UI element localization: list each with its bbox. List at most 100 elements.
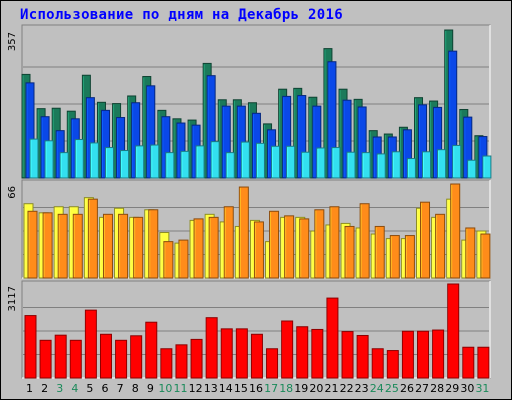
bar-top-day-14 <box>225 152 235 179</box>
bar-bottom-day-5 <box>84 309 97 379</box>
x-tick-label: 23 <box>355 382 369 395</box>
bar-top-day-9 <box>150 144 160 179</box>
x-tick-label: 17 <box>264 382 278 395</box>
bar-bottom-day-21 <box>326 297 339 379</box>
x-tick-label: 5 <box>86 382 93 395</box>
bar-top-day-17 <box>271 145 281 179</box>
bar-bottom-day-2 <box>39 339 52 379</box>
bar-middle-day-20 <box>314 209 325 279</box>
x-tick-label: 26 <box>400 382 414 395</box>
bar-top-day-26 <box>406 158 416 179</box>
x-tick-label: 20 <box>309 382 323 395</box>
bar-middle-day-30 <box>465 227 476 279</box>
bar-bottom-day-30 <box>462 346 475 379</box>
bar-top-day-15 <box>240 141 250 179</box>
x-tick-label: 6 <box>102 382 109 395</box>
bar-top-day-5 <box>89 142 99 179</box>
bar-middle-day-18 <box>284 215 295 279</box>
bar-top-day-27 <box>422 151 432 179</box>
bar-top-day-10 <box>165 152 175 179</box>
bar-top-day-28 <box>437 149 447 179</box>
x-tick-label: 16 <box>249 382 263 395</box>
bar-bottom-day-8 <box>130 335 143 379</box>
bar-top-day-7 <box>120 150 130 179</box>
x-tick-label: 12 <box>189 382 203 395</box>
bar-middle-day-9 <box>148 209 159 279</box>
bar-top-day-8 <box>135 145 145 179</box>
bar-middle-day-21 <box>329 206 340 279</box>
bar-top-day-31 <box>482 155 492 179</box>
bar-bottom-day-7 <box>115 339 128 379</box>
bar-bottom-day-23 <box>356 334 369 379</box>
bar-bottom-day-24 <box>371 348 384 379</box>
x-tick-label: 25 <box>385 382 399 395</box>
bar-bottom-day-18 <box>281 320 294 379</box>
x-tick-label: 15 <box>234 382 248 395</box>
bar-middle-day-2 <box>42 212 53 279</box>
x-tick-label: 28 <box>430 382 444 395</box>
bar-middle-day-14 <box>223 206 234 279</box>
bar-bottom-day-26 <box>401 330 414 379</box>
x-tick-label: 10 <box>158 382 172 395</box>
x-tick-label: 22 <box>340 382 354 395</box>
bar-bottom-day-10 <box>160 348 173 379</box>
bar-bottom-day-13 <box>205 317 218 379</box>
bar-middle-day-23 <box>359 203 370 279</box>
y-max-label: 357 <box>7 32 18 51</box>
bar-top-day-22 <box>346 151 356 179</box>
bar-bottom-day-6 <box>99 333 112 379</box>
x-tick-label: 8 <box>132 382 139 395</box>
bar-top-day-11 <box>180 150 190 179</box>
bar-bottom-day-9 <box>145 321 158 379</box>
bar-middle-day-5 <box>87 198 98 279</box>
y-max-label: 3117 <box>7 286 18 311</box>
bar-top-day-13 <box>210 141 220 179</box>
bar-top-day-24 <box>376 153 386 179</box>
x-tick-label: 31 <box>475 382 489 395</box>
bar-top-day-6 <box>104 147 114 179</box>
bar-bottom-day-19 <box>296 326 309 379</box>
bar-middle-day-10 <box>163 241 174 279</box>
bar-bottom-day-28 <box>432 329 445 379</box>
bar-middle-day-6 <box>102 213 113 279</box>
bar-middle-day-4 <box>72 213 83 279</box>
y-max-label: 66 <box>7 186 18 199</box>
bar-middle-day-12 <box>193 218 204 279</box>
x-tick-label: 2 <box>41 382 48 395</box>
bar-top-day-2 <box>44 140 54 179</box>
bar-top-day-29 <box>452 144 462 179</box>
x-tick-label: 4 <box>71 382 78 395</box>
bar-bottom-day-1 <box>24 315 37 379</box>
bar-middle-day-11 <box>178 239 189 279</box>
bar-middle-day-26 <box>404 235 415 279</box>
x-tick-label: 13 <box>204 382 218 395</box>
bar-bottom-day-16 <box>250 333 263 379</box>
bar-bottom-day-12 <box>190 338 203 379</box>
bar-middle-day-22 <box>344 225 355 279</box>
bar-middle-day-25 <box>389 235 400 279</box>
x-tick-label: 24 <box>370 382 384 395</box>
x-tick-label: 3 <box>56 382 63 395</box>
x-tick-label: 9 <box>147 382 154 395</box>
bar-middle-day-15 <box>238 186 249 279</box>
bar-bottom-day-31 <box>477 346 490 379</box>
bar-middle-day-13 <box>208 216 219 279</box>
bar-top-day-16 <box>255 142 265 179</box>
bar-middle-day-28 <box>435 213 446 279</box>
x-tick-label: 18 <box>279 382 293 395</box>
bar-middle-day-8 <box>133 216 144 279</box>
bar-top-day-12 <box>195 145 205 179</box>
x-tick-label: 11 <box>174 382 188 395</box>
x-tick-label: 30 <box>460 382 474 395</box>
bar-bottom-day-3 <box>54 334 67 379</box>
bar-top-day-19 <box>301 151 311 179</box>
bar-bottom-day-17 <box>266 348 279 379</box>
bar-bottom-day-11 <box>175 344 188 379</box>
bar-bottom-day-4 <box>69 339 82 379</box>
bar-top-day-21 <box>331 147 341 179</box>
bar-bottom-day-25 <box>386 350 399 379</box>
bar-top-day-20 <box>316 147 326 179</box>
bar-middle-day-17 <box>269 210 280 279</box>
bar-top-day-3 <box>59 152 69 179</box>
